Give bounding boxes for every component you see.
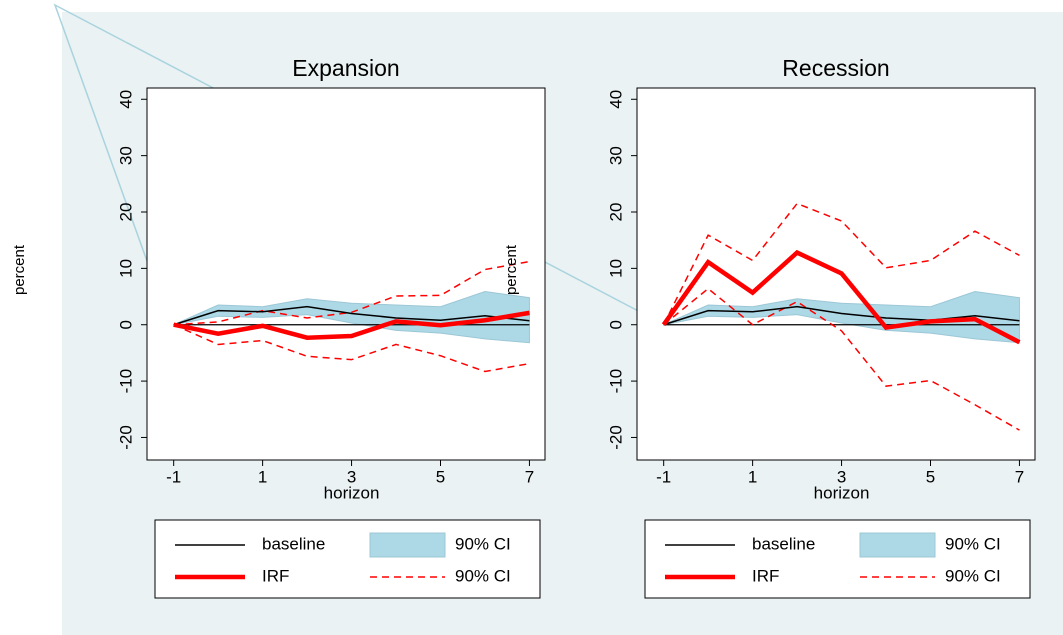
legend-label: baseline [262, 534, 325, 553]
legend-label: 90% CI [455, 534, 511, 553]
y-tick-label: 0 [116, 320, 135, 329]
x-tick-label: -1 [166, 467, 181, 486]
x-tick-label: 1 [748, 467, 757, 486]
legend-label: baseline [752, 534, 815, 553]
plot-area [146, 87, 546, 461]
y-tick-label: -10 [116, 369, 135, 394]
y-tick-label: 40 [116, 90, 135, 109]
baseline-line [173, 305, 530, 326]
legend-label: IRF [262, 566, 289, 585]
irf-line [173, 310, 530, 340]
plot-area [636, 87, 1036, 461]
y-tick-label: -20 [606, 425, 625, 450]
x-axis-label: horizon [324, 483, 380, 502]
chart-title: Expansion [292, 55, 399, 81]
y-axis-label: percent [11, 244, 28, 295]
legend-label: IRF [752, 566, 779, 585]
x-tick-label: 1 [258, 467, 267, 486]
y-axis-label: percent [503, 244, 520, 295]
y-tick-label: 40 [606, 90, 625, 109]
ci-dashed [663, 287, 1020, 431]
ci-dashed [173, 324, 530, 373]
legend-label: 90% CI [455, 566, 511, 585]
y-tick-label: 20 [606, 203, 625, 222]
legend-swatch [859, 532, 936, 558]
irf-line [661, 249, 1021, 345]
legend-swatch [369, 532, 446, 558]
y-tick-label: 10 [116, 259, 135, 278]
x-axis-label: horizon [814, 483, 870, 502]
y-tick-label: 30 [606, 146, 625, 165]
legend-label: 90% CI [945, 534, 1001, 553]
y-tick-label: 30 [116, 146, 135, 165]
legend-label: 90% CI [945, 566, 1001, 585]
legend-box [154, 519, 541, 599]
y-tick-label: 10 [606, 259, 625, 278]
baseline-line [663, 305, 1020, 326]
y-tick-label: -10 [606, 369, 625, 394]
y-tick-label: 20 [116, 203, 135, 222]
x-tick-label: -1 [656, 467, 671, 486]
y-tick-label: -20 [116, 425, 135, 450]
ci-dashed [173, 260, 530, 326]
x-tick-label: 5 [436, 467, 445, 486]
x-tick-label: 7 [1015, 467, 1024, 486]
x-tick-label: 3 [347, 467, 356, 486]
y-tick-label: 0 [606, 320, 625, 329]
x-tick-label: 7 [525, 467, 534, 486]
chart-title: Recession [782, 55, 889, 81]
x-tick-label: 3 [837, 467, 846, 486]
x-tick-label: 5 [926, 467, 935, 486]
legend-box [644, 519, 1031, 599]
